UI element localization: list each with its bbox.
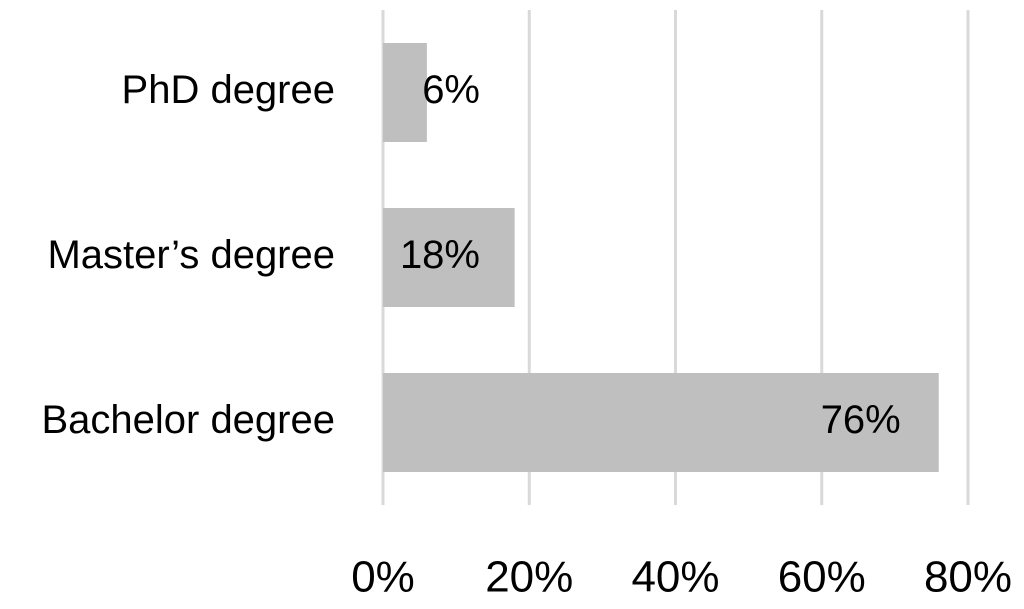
category-label: Master’s degree [47, 233, 335, 277]
value-label: 76% [821, 398, 901, 442]
value-label: 18% [400, 233, 480, 277]
x-tick-label: 20% [485, 553, 573, 602]
bar [383, 208, 515, 307]
category-label: Bachelor degree [41, 398, 335, 442]
x-tick-label: 0% [351, 553, 415, 602]
value-label: 6% [422, 68, 480, 112]
x-tick-label: 80% [924, 553, 1012, 602]
x-tick-label: 40% [631, 553, 719, 602]
x-tick-label: 60% [778, 553, 866, 602]
category-label: PhD degree [122, 68, 335, 112]
bar [383, 373, 939, 472]
bar [383, 43, 427, 142]
